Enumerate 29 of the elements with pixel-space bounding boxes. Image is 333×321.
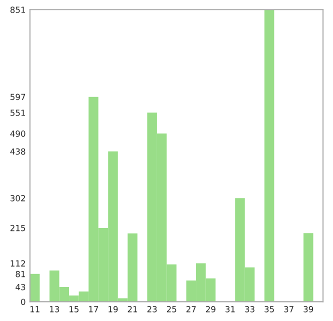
x-tick-label: 35 [264, 306, 274, 312]
y-tick-label: 81 [16, 270, 26, 278]
x-tick-label: 31 [226, 306, 235, 312]
y-tick-label: 0 [21, 298, 26, 306]
y-tick-label: 215 [10, 224, 26, 232]
bar [264, 10, 274, 302]
y-tick-label: 112 [10, 260, 25, 266]
x-tick-label: 21 [128, 306, 138, 312]
x-tick-label: 23 [147, 306, 157, 312]
y-tick-label: 597 [10, 94, 26, 100]
x-tick-label: 33 [245, 306, 254, 312]
x-tick-label: 25 [166, 306, 176, 312]
x-tick-label: 13 [50, 306, 60, 312]
y-tick-label: 43 [16, 284, 26, 290]
x-tick-label: 29 [206, 306, 216, 312]
x-tick-label: 37 [284, 306, 294, 312]
x-tick-label: 39 [304, 306, 314, 312]
y-tick-label: 551 [10, 110, 26, 116]
x-tick-label: 17 [89, 306, 98, 312]
y-tick-label: 490 [10, 130, 26, 137]
y-tick-label: 302 [10, 195, 25, 202]
y-tick-label: 438 [10, 148, 26, 155]
x-tick-label: 11 [30, 306, 40, 312]
x-tick-label: 15 [70, 306, 78, 312]
y-tick-label: 851 [10, 6, 26, 13]
bar [30, 274, 40, 302]
x-tick-label: 27 [186, 306, 196, 312]
bar [303, 233, 314, 302]
x-tick-label: 19 [108, 306, 118, 312]
